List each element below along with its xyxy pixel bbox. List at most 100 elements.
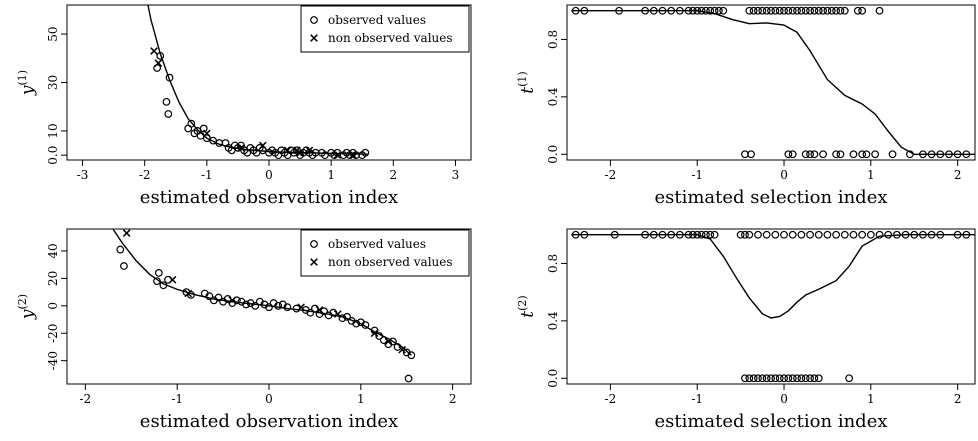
y-axis-label: t(1) xyxy=(516,71,538,93)
observed-point xyxy=(780,230,788,239)
observed-point xyxy=(810,374,819,383)
observed-point xyxy=(741,230,749,239)
observed-point xyxy=(771,374,780,383)
legend: observed values non observed values xyxy=(300,229,470,277)
observed-point xyxy=(836,6,845,15)
observed-point xyxy=(649,230,658,239)
y-tick-label: 0.4 xyxy=(546,87,560,106)
observed-point xyxy=(762,6,771,15)
plot-area xyxy=(571,6,975,159)
observed-point xyxy=(936,150,945,159)
observed-point xyxy=(780,6,788,15)
x-tick-label: 0 xyxy=(780,392,788,406)
non-observed-point xyxy=(154,59,163,67)
observed-point xyxy=(953,230,962,239)
observed-point xyxy=(836,150,845,159)
legend-entry: non observed values xyxy=(328,255,453,269)
observed-point xyxy=(936,230,945,239)
observed-point xyxy=(667,230,676,239)
observed-point xyxy=(801,6,810,15)
observed-point xyxy=(274,301,283,310)
observed-point xyxy=(736,230,745,239)
observed-point xyxy=(580,230,589,239)
legend-entry: non observed values xyxy=(328,31,453,45)
observed-point xyxy=(858,6,867,15)
observed-point xyxy=(767,6,775,15)
observed-point xyxy=(905,150,914,159)
observed-point xyxy=(784,6,793,15)
observed-point xyxy=(814,230,823,239)
observed-point xyxy=(745,374,754,383)
x-tick-label: -2 xyxy=(139,168,151,182)
non-observed-point xyxy=(184,289,193,298)
x-tick-label: 1 xyxy=(867,392,875,406)
observed-point xyxy=(265,303,273,312)
observed-point xyxy=(801,374,810,383)
x-tick-label: -2 xyxy=(605,392,617,406)
observed-point xyxy=(706,6,715,15)
observed-point xyxy=(819,150,827,159)
observed-point xyxy=(697,6,706,15)
plot-frame xyxy=(566,228,976,385)
y-tick-label: 0 xyxy=(46,302,60,310)
x-tick-label: 2 xyxy=(449,392,457,406)
observed-point xyxy=(788,230,797,239)
observed-point xyxy=(849,150,858,159)
observed-point xyxy=(116,245,125,254)
observed-point xyxy=(788,6,797,15)
non-observed-point xyxy=(258,141,267,150)
observed-point xyxy=(875,230,884,239)
observed-point xyxy=(754,374,762,383)
chart-panel-4: -2 -1 0 1 2 0.0 0.4 0.8 estimated selection inde… xyxy=(516,228,976,432)
observed-point xyxy=(871,150,880,159)
x-axis-label: estimated observation index xyxy=(140,187,398,208)
y-axis-label: y(1) xyxy=(16,70,38,96)
observed-point xyxy=(571,6,580,15)
y-tick-label: 0.8 xyxy=(546,30,560,49)
observed-point xyxy=(710,230,719,239)
x-tick-label: -1 xyxy=(691,392,703,406)
observed-point xyxy=(771,230,780,239)
x-tick-label: 3 xyxy=(452,168,460,182)
observed-point xyxy=(164,110,173,118)
observed-point xyxy=(407,351,416,360)
observed-point xyxy=(832,150,841,159)
legend-entry: observed values xyxy=(328,237,426,251)
observed-point xyxy=(214,293,223,302)
observed-point xyxy=(667,6,676,15)
observed-point xyxy=(251,301,260,310)
observed-point xyxy=(853,6,862,15)
x-tick-label: 2 xyxy=(389,168,397,182)
observed-point xyxy=(901,230,910,239)
non-observed-point xyxy=(334,310,342,318)
observed-point xyxy=(242,300,250,309)
non-observed-point xyxy=(384,337,393,346)
observed-point xyxy=(649,6,658,15)
observed-point xyxy=(159,281,168,290)
plot-area xyxy=(112,229,416,383)
observed-point xyxy=(361,321,370,329)
chart-panel-3: -2 -1 0 1 2 -40 -20 0 20 40 estimated observation … xyxy=(16,228,472,432)
observed-point xyxy=(866,230,875,239)
non-observed-point xyxy=(315,306,324,314)
plot-area xyxy=(571,230,975,383)
x-tick-label: 1 xyxy=(867,168,875,182)
observed-point xyxy=(701,230,710,239)
non-observed-point xyxy=(398,345,406,354)
x-tick-label: -2 xyxy=(80,392,92,406)
legend-entry: observed values xyxy=(328,13,426,27)
observed-point xyxy=(153,277,161,286)
observed-point xyxy=(754,230,762,239)
x-tick-label: 2 xyxy=(954,392,962,406)
observed-point xyxy=(927,230,936,239)
non-observed-point xyxy=(297,303,305,312)
y-tick-label: 30 xyxy=(46,75,60,90)
observed-point xyxy=(814,6,823,15)
observed-point xyxy=(780,374,788,383)
observed-point xyxy=(927,150,936,159)
observed-point xyxy=(823,230,832,239)
y-tick-label: 0.0 xyxy=(546,369,560,388)
observed-point xyxy=(840,6,849,15)
y-tick-label: 50 xyxy=(46,26,60,41)
observed-point xyxy=(675,6,684,15)
